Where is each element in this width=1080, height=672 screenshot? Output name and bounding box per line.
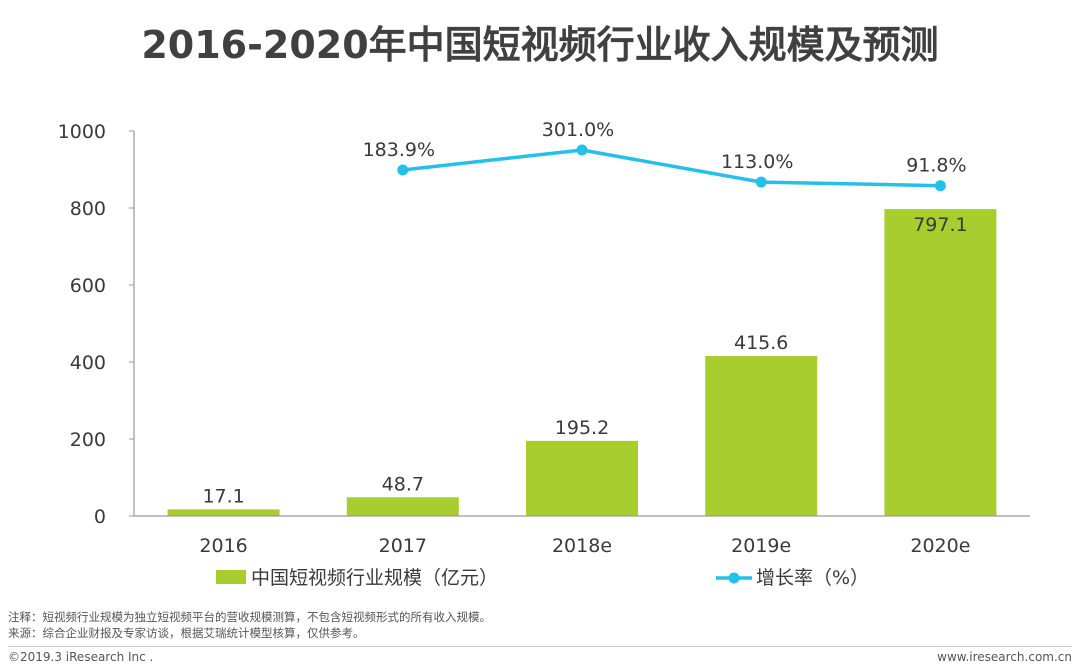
x-tick-label: 2017 xyxy=(379,535,427,557)
footer-copyright: ©2019.3 iResearch Inc . xyxy=(8,650,154,664)
chart-source: 来源：综合企业财报及专家访谈，根据艾瑞统计模型核算，仅供参考。 xyxy=(8,626,365,640)
bar xyxy=(705,355,818,516)
x-axis: 2016 2017 2018e 2019e 2020e xyxy=(134,515,1030,557)
legend-bar-label: 中国短视频行业规模（亿元） xyxy=(251,567,498,589)
x-tick-label: 2018e xyxy=(552,535,612,557)
legend: 中国短视频行业规模（亿元） 增长率（%） xyxy=(216,567,869,589)
growth-value-label: 183.9% xyxy=(363,139,435,161)
growth-point xyxy=(397,164,409,176)
bar xyxy=(346,497,459,516)
y-tick-label: 600 xyxy=(70,275,106,297)
y-tick-label: 200 xyxy=(70,429,106,451)
y-tick-label: 400 xyxy=(70,352,106,374)
x-tick-label: 2016 xyxy=(199,535,247,557)
growth-point xyxy=(934,180,946,192)
growth-point xyxy=(755,176,767,188)
bar-value-label: 797.1 xyxy=(913,214,967,236)
x-tick-label: 2019e xyxy=(731,535,791,557)
growth-line-path xyxy=(402,148,941,188)
bar-value-label: 17.1 xyxy=(202,485,244,507)
growth-line: 183.9% 301.0% 113.0% 91.8% xyxy=(363,119,967,192)
bar-value-label: 195.2 xyxy=(555,417,609,439)
growth-value-label: 113.0% xyxy=(721,151,793,173)
bar xyxy=(167,509,280,516)
bar-value-label: 48.7 xyxy=(382,473,424,495)
bars: 17.1 48.7 195.2 415.6 797.1 xyxy=(167,209,997,516)
chart-title: 2016-2020年中国短视频行业收入规模及预测 xyxy=(141,23,939,67)
legend-line-label: 增长率（%） xyxy=(756,567,869,589)
footer-website: www.iresearch.com.cn xyxy=(937,650,1072,664)
y-tick-label: 0 xyxy=(94,506,106,528)
y-axis: 0 200 400 600 800 1000 xyxy=(58,121,135,528)
legend-bar-swatch xyxy=(216,570,246,584)
bar xyxy=(884,209,997,516)
growth-value-label: 91.8% xyxy=(906,155,966,177)
x-tick-label: 2020e xyxy=(910,535,970,557)
bar xyxy=(526,440,638,516)
legend-line-marker xyxy=(728,572,740,584)
growth-value-label: 301.0% xyxy=(542,119,614,141)
chart-note: 注释：短视频行业规模为独立短视频平台的营收规模测算，不包含短视频形式的所有收入规… xyxy=(8,610,491,624)
y-tick-label: 1000 xyxy=(58,121,106,143)
bar-value-label: 415.6 xyxy=(734,332,788,354)
footer-divider xyxy=(8,646,1072,647)
chart-svg: 0 200 400 600 800 1000 17.1 48.7 195.2 415.6 797.… xyxy=(58,119,1030,589)
growth-point xyxy=(576,144,588,156)
y-tick-label: 800 xyxy=(70,198,106,220)
